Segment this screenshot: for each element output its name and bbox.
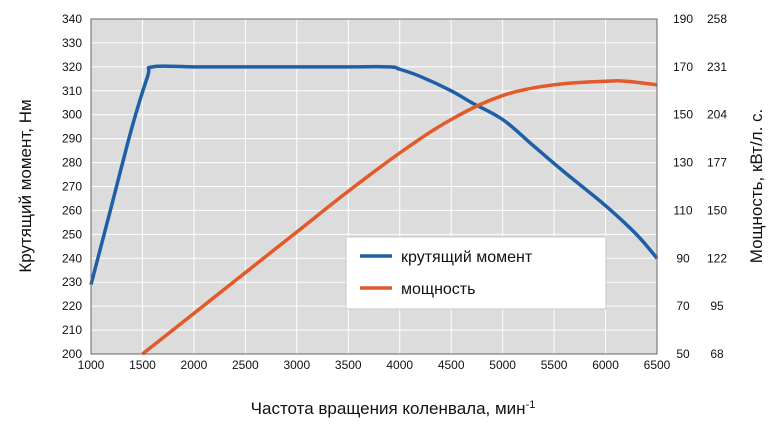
y-left-tick-label: 290: [62, 132, 82, 146]
x-tick-label: 2500: [232, 358, 259, 372]
x-tick-label: 3500: [335, 358, 362, 372]
y-left-tick-label: 240: [62, 251, 82, 265]
y-right-kw-tick-label: 170: [673, 60, 693, 74]
x-axis-label: Частота вращения коленвала, мин-1: [251, 399, 536, 418]
y-left-axis-ticks: 200 210 220 230 240 250 260 270 280 290 300 310 320 3…: [62, 12, 82, 361]
y-right-hp-tick-label: 95: [710, 299, 724, 313]
x-axis-label-superscript: -1: [526, 399, 536, 411]
plot-frame: [90, 18, 658, 355]
x-tick-label: 5500: [541, 358, 568, 372]
x-tick-label: 5000: [489, 358, 516, 372]
x-axis-ticks: 1000 1500 2000 2500 3000 3500 4000 4500 5000 5500…: [78, 358, 671, 372]
legend-box: [345, 236, 607, 310]
y-right-kw-tick-label: 50: [676, 347, 690, 361]
y-left-tick-label: 330: [62, 36, 82, 50]
x-tick-label: 4500: [438, 358, 465, 372]
y-right-hp-tick-label: 68: [710, 347, 724, 361]
y-right-axis-label: Мощность, кВт/л. с.: [747, 109, 766, 264]
y-left-tick-label: 280: [62, 156, 82, 170]
x-tick-label: 3000: [283, 358, 310, 372]
y-left-tick-label: 200: [62, 347, 82, 361]
y-left-tick-label: 270: [62, 180, 82, 194]
y-right-kw-tick-label: 150: [673, 108, 693, 122]
x-tick-label: 4000: [386, 358, 413, 372]
y-right-hp-tick-label: 258: [707, 12, 727, 26]
y-right-hp-tick-label: 177: [707, 156, 727, 170]
y-left-tick-label: 340: [62, 12, 82, 26]
y-right-kw-tick-label: 130: [673, 156, 693, 170]
y-right-kw-axis-ticks: 50 70 90 110 130 150 170 190: [673, 12, 693, 361]
y-right-kw-tick-label: 90: [676, 251, 690, 265]
y-left-axis-label: Крутящий момент, Нм: [16, 99, 35, 272]
legend: крутящий момент мощность: [345, 236, 607, 310]
x-tick-label: 1000: [78, 358, 105, 372]
y-right-kw-tick-label: 70: [676, 299, 690, 313]
x-tick-label: 1500: [129, 358, 156, 372]
x-tick-label: 6000: [592, 358, 619, 372]
y-right-hp-tick-label: 204: [707, 108, 727, 122]
y-left-tick-label: 310: [62, 84, 82, 98]
legend-label-torque: крутящий момент: [401, 249, 533, 266]
x-tick-label: 6500: [644, 358, 671, 372]
y-left-tick-label: 210: [62, 323, 82, 337]
y-left-tick-label: 230: [62, 275, 82, 289]
y-right-hp-axis-ticks: 68 95 122 150 177 204 231 258: [707, 12, 727, 361]
legend-label-power: мощность: [401, 281, 475, 298]
y-left-tick-label: 320: [62, 60, 82, 74]
x-tick-label: 2000: [181, 358, 208, 372]
y-right-hp-tick-label: 122: [707, 251, 727, 265]
power-line: [141, 78, 658, 356]
y-left-tick-label: 260: [62, 203, 82, 217]
y-left-tick-label: 300: [62, 108, 82, 122]
y-left-tick-label: 250: [62, 227, 82, 241]
y-right-kw-tick-label: 190: [673, 12, 693, 26]
y-right-kw-tick-label: 110: [673, 203, 692, 217]
y-right-hp-tick-label: 231: [707, 60, 727, 74]
series-lines: [89, 64, 659, 356]
y-left-tick-label: 220: [62, 299, 82, 313]
torque-line: [89, 64, 659, 286]
y-right-hp-tick-label: 150: [707, 203, 727, 217]
